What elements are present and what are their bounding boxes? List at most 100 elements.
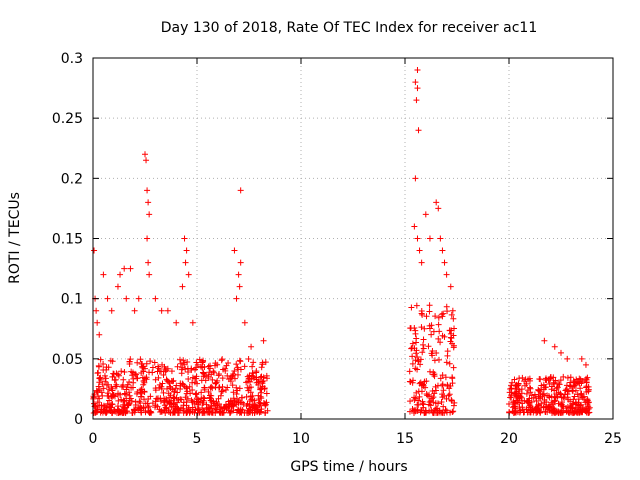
data-point	[230, 395, 237, 402]
data-point	[567, 409, 574, 416]
data-point	[557, 409, 564, 416]
data-point	[258, 373, 265, 380]
data-point	[551, 387, 558, 394]
data-point	[429, 395, 436, 402]
data-point	[145, 403, 152, 410]
data-point	[439, 391, 446, 398]
data-point	[535, 393, 542, 400]
data-point	[123, 395, 130, 402]
data-point	[131, 307, 138, 314]
data-point	[182, 366, 189, 373]
data-point	[211, 369, 218, 376]
data-point	[102, 378, 109, 385]
y-tick-label: 0.1	[61, 292, 83, 308]
axis-ticks	[92, 57, 614, 420]
data-point	[181, 235, 188, 242]
data-point	[546, 381, 553, 388]
data-point	[223, 362, 230, 369]
data-point	[526, 402, 533, 409]
data-point	[582, 361, 589, 368]
data-point	[231, 375, 238, 382]
data-point	[162, 409, 169, 416]
data-point	[570, 396, 577, 403]
data-point	[176, 356, 183, 363]
data-point	[507, 394, 514, 401]
data-point	[184, 388, 191, 395]
data-point	[544, 392, 551, 399]
data-point	[94, 319, 101, 326]
data-point	[234, 364, 241, 371]
data-point	[172, 385, 179, 392]
data-point	[542, 408, 549, 415]
data-point	[439, 381, 446, 388]
data-point	[231, 368, 238, 375]
data-point	[101, 372, 108, 379]
data-point	[538, 386, 545, 393]
data-point	[162, 366, 169, 373]
data-point	[249, 363, 256, 370]
y-axis-label: ROTI / TECUs	[7, 192, 23, 284]
data-point	[103, 381, 110, 388]
data-point	[216, 405, 223, 412]
data-point	[419, 381, 426, 388]
data-point	[435, 400, 442, 407]
data-point	[165, 408, 172, 415]
data-point	[417, 361, 424, 368]
data-point	[446, 327, 453, 334]
data-point	[193, 364, 200, 371]
data-point	[437, 235, 444, 242]
data-point	[409, 379, 416, 386]
data-point	[409, 353, 416, 360]
data-point	[185, 271, 192, 278]
data-point	[177, 360, 184, 367]
data-point	[113, 381, 120, 388]
data-point	[257, 386, 264, 393]
data-point	[538, 404, 545, 411]
data-point	[431, 373, 438, 380]
data-point	[581, 393, 588, 400]
data-point	[526, 375, 533, 382]
data-point	[554, 380, 561, 387]
data-point	[111, 377, 118, 384]
data-point	[147, 358, 154, 365]
data-point	[155, 363, 162, 370]
data-point	[117, 271, 124, 278]
data-point	[543, 398, 550, 405]
data-point	[183, 384, 190, 391]
data-point	[179, 283, 186, 290]
data-point	[218, 357, 225, 364]
data-point	[236, 283, 243, 290]
data-point	[407, 325, 414, 332]
data-point	[196, 409, 203, 416]
data-point	[420, 404, 427, 411]
data-point	[421, 325, 428, 332]
data-point	[209, 385, 216, 392]
data-point	[564, 374, 571, 381]
data-point	[104, 400, 111, 407]
data-point	[567, 398, 574, 405]
data-point	[558, 349, 564, 356]
data-point	[239, 399, 246, 406]
data-point	[212, 380, 219, 387]
data-point	[450, 364, 457, 371]
data-point	[129, 384, 136, 391]
data-point	[511, 409, 518, 416]
data-point	[145, 404, 152, 411]
data-point	[183, 408, 190, 415]
data-point	[184, 359, 191, 366]
data-point	[93, 408, 100, 415]
data-point	[152, 295, 159, 302]
data-point	[102, 403, 109, 410]
data-point	[200, 400, 207, 407]
data-point	[151, 359, 158, 366]
data-point	[419, 349, 426, 356]
data-point	[200, 408, 207, 415]
data-point	[551, 398, 558, 405]
data-point	[121, 404, 128, 411]
data-point	[430, 399, 437, 406]
data-point	[433, 199, 440, 206]
data-point	[233, 384, 240, 391]
data-points	[90, 67, 593, 416]
data-point	[107, 357, 114, 364]
data-point	[129, 409, 136, 416]
